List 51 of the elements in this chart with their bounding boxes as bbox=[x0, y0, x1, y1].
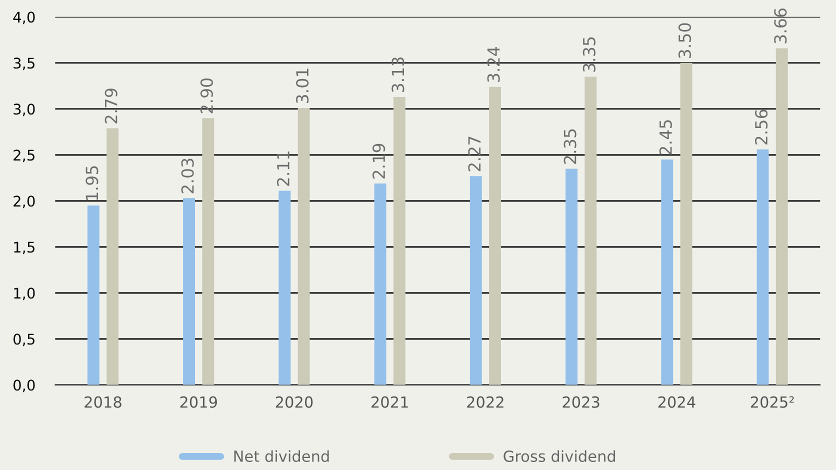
legend-label: Gross dividend bbox=[504, 450, 616, 462]
data-label: 2.11 bbox=[276, 152, 290, 186]
data-label: 3.35 bbox=[582, 37, 596, 72]
data-label: 3.66 bbox=[774, 8, 787, 44]
legend-label: Net dividend bbox=[234, 450, 329, 462]
bar bbox=[584, 76, 597, 385]
y-tick-label: 1,0 bbox=[14, 288, 35, 300]
y-tick-label: 1,5 bbox=[14, 242, 34, 254]
data-label: 3.50 bbox=[678, 23, 692, 58]
x-tick-label: 2023 bbox=[562, 396, 600, 408]
bar bbox=[566, 168, 578, 385]
data-label: 3.24 bbox=[487, 46, 500, 82]
x-tick-label: 2019 bbox=[180, 396, 217, 408]
data-label: 1.95 bbox=[86, 166, 98, 200]
y-tick-label: 3,5 bbox=[14, 58, 34, 70]
bar bbox=[470, 176, 482, 385]
bar bbox=[393, 96, 406, 385]
y-tick-label: 2,5 bbox=[14, 150, 34, 162]
bar bbox=[661, 160, 674, 385]
x-tick-label: 2022 bbox=[467, 396, 504, 408]
data-label: 2.90 bbox=[200, 78, 213, 114]
x-tick-label: 2024 bbox=[658, 396, 696, 408]
bar bbox=[680, 62, 692, 385]
data-label: 2.45 bbox=[659, 120, 672, 155]
y-tick-label: 4,0 bbox=[13, 12, 35, 24]
data-label: 2.27 bbox=[468, 136, 480, 172]
data-label: 2.35 bbox=[564, 129, 576, 164]
bar bbox=[298, 108, 310, 385]
y-tick-label: 0,5 bbox=[14, 334, 34, 346]
bar bbox=[278, 190, 291, 385]
x-tick-label: 2018 bbox=[84, 396, 122, 408]
bar bbox=[106, 128, 119, 385]
bar bbox=[183, 198, 196, 385]
x-tick-label: 2020 bbox=[276, 396, 313, 408]
data-label: 2.19 bbox=[372, 144, 386, 179]
bar bbox=[756, 149, 769, 385]
data-label: 3.13 bbox=[392, 58, 404, 92]
bar bbox=[87, 206, 100, 385]
bar bbox=[776, 48, 788, 385]
data-label: 2.79 bbox=[104, 88, 118, 124]
bar bbox=[489, 86, 501, 385]
y-tick-label: 2,0 bbox=[14, 196, 35, 208]
data-label: 3.01 bbox=[296, 68, 309, 104]
bar bbox=[202, 118, 214, 385]
data-label: 2.56 bbox=[754, 110, 768, 144]
x-tick-label: 2025² bbox=[750, 396, 794, 408]
x-tick-label: 2021 bbox=[372, 396, 408, 408]
bar bbox=[374, 183, 386, 385]
y-tick-label: 3,0 bbox=[14, 104, 35, 116]
data-label: 2.03 bbox=[181, 158, 194, 194]
y-tick-label: 0,0 bbox=[14, 380, 35, 392]
